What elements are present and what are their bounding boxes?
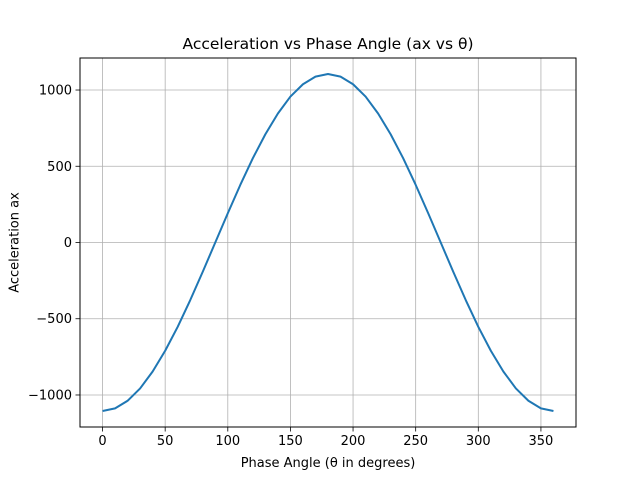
y-tick-label: −1000 bbox=[28, 388, 72, 403]
y-tick-label: −500 bbox=[36, 312, 72, 327]
x-tick-label: 300 bbox=[466, 434, 491, 449]
series-line bbox=[102, 73, 554, 412]
chart-title: Acceleration vs Phase Angle (ax vs θ) bbox=[182, 35, 473, 53]
grid bbox=[80, 58, 576, 427]
x-tick-label: 250 bbox=[403, 434, 428, 449]
series-layer bbox=[102, 73, 554, 412]
x-axis-label: Phase Angle (θ in degrees) bbox=[241, 456, 416, 471]
x-tick-label: 200 bbox=[341, 434, 366, 449]
x-tick-label: 350 bbox=[529, 434, 554, 449]
x-tick-label: 50 bbox=[157, 434, 174, 449]
ticks: 0 50 100 150 200 250 300 350 −1000 −500 0 500 1000 bbox=[28, 84, 553, 449]
x-tick-label: 150 bbox=[278, 434, 303, 449]
x-tick-label: 0 bbox=[98, 434, 106, 449]
y-tick-label: 500 bbox=[47, 160, 72, 175]
x-tick-label: 100 bbox=[215, 434, 240, 449]
y-tick-label: 0 bbox=[64, 236, 72, 251]
y-tick-label: 1000 bbox=[39, 84, 72, 99]
y-axis-label: Acceleration ax bbox=[8, 192, 23, 293]
